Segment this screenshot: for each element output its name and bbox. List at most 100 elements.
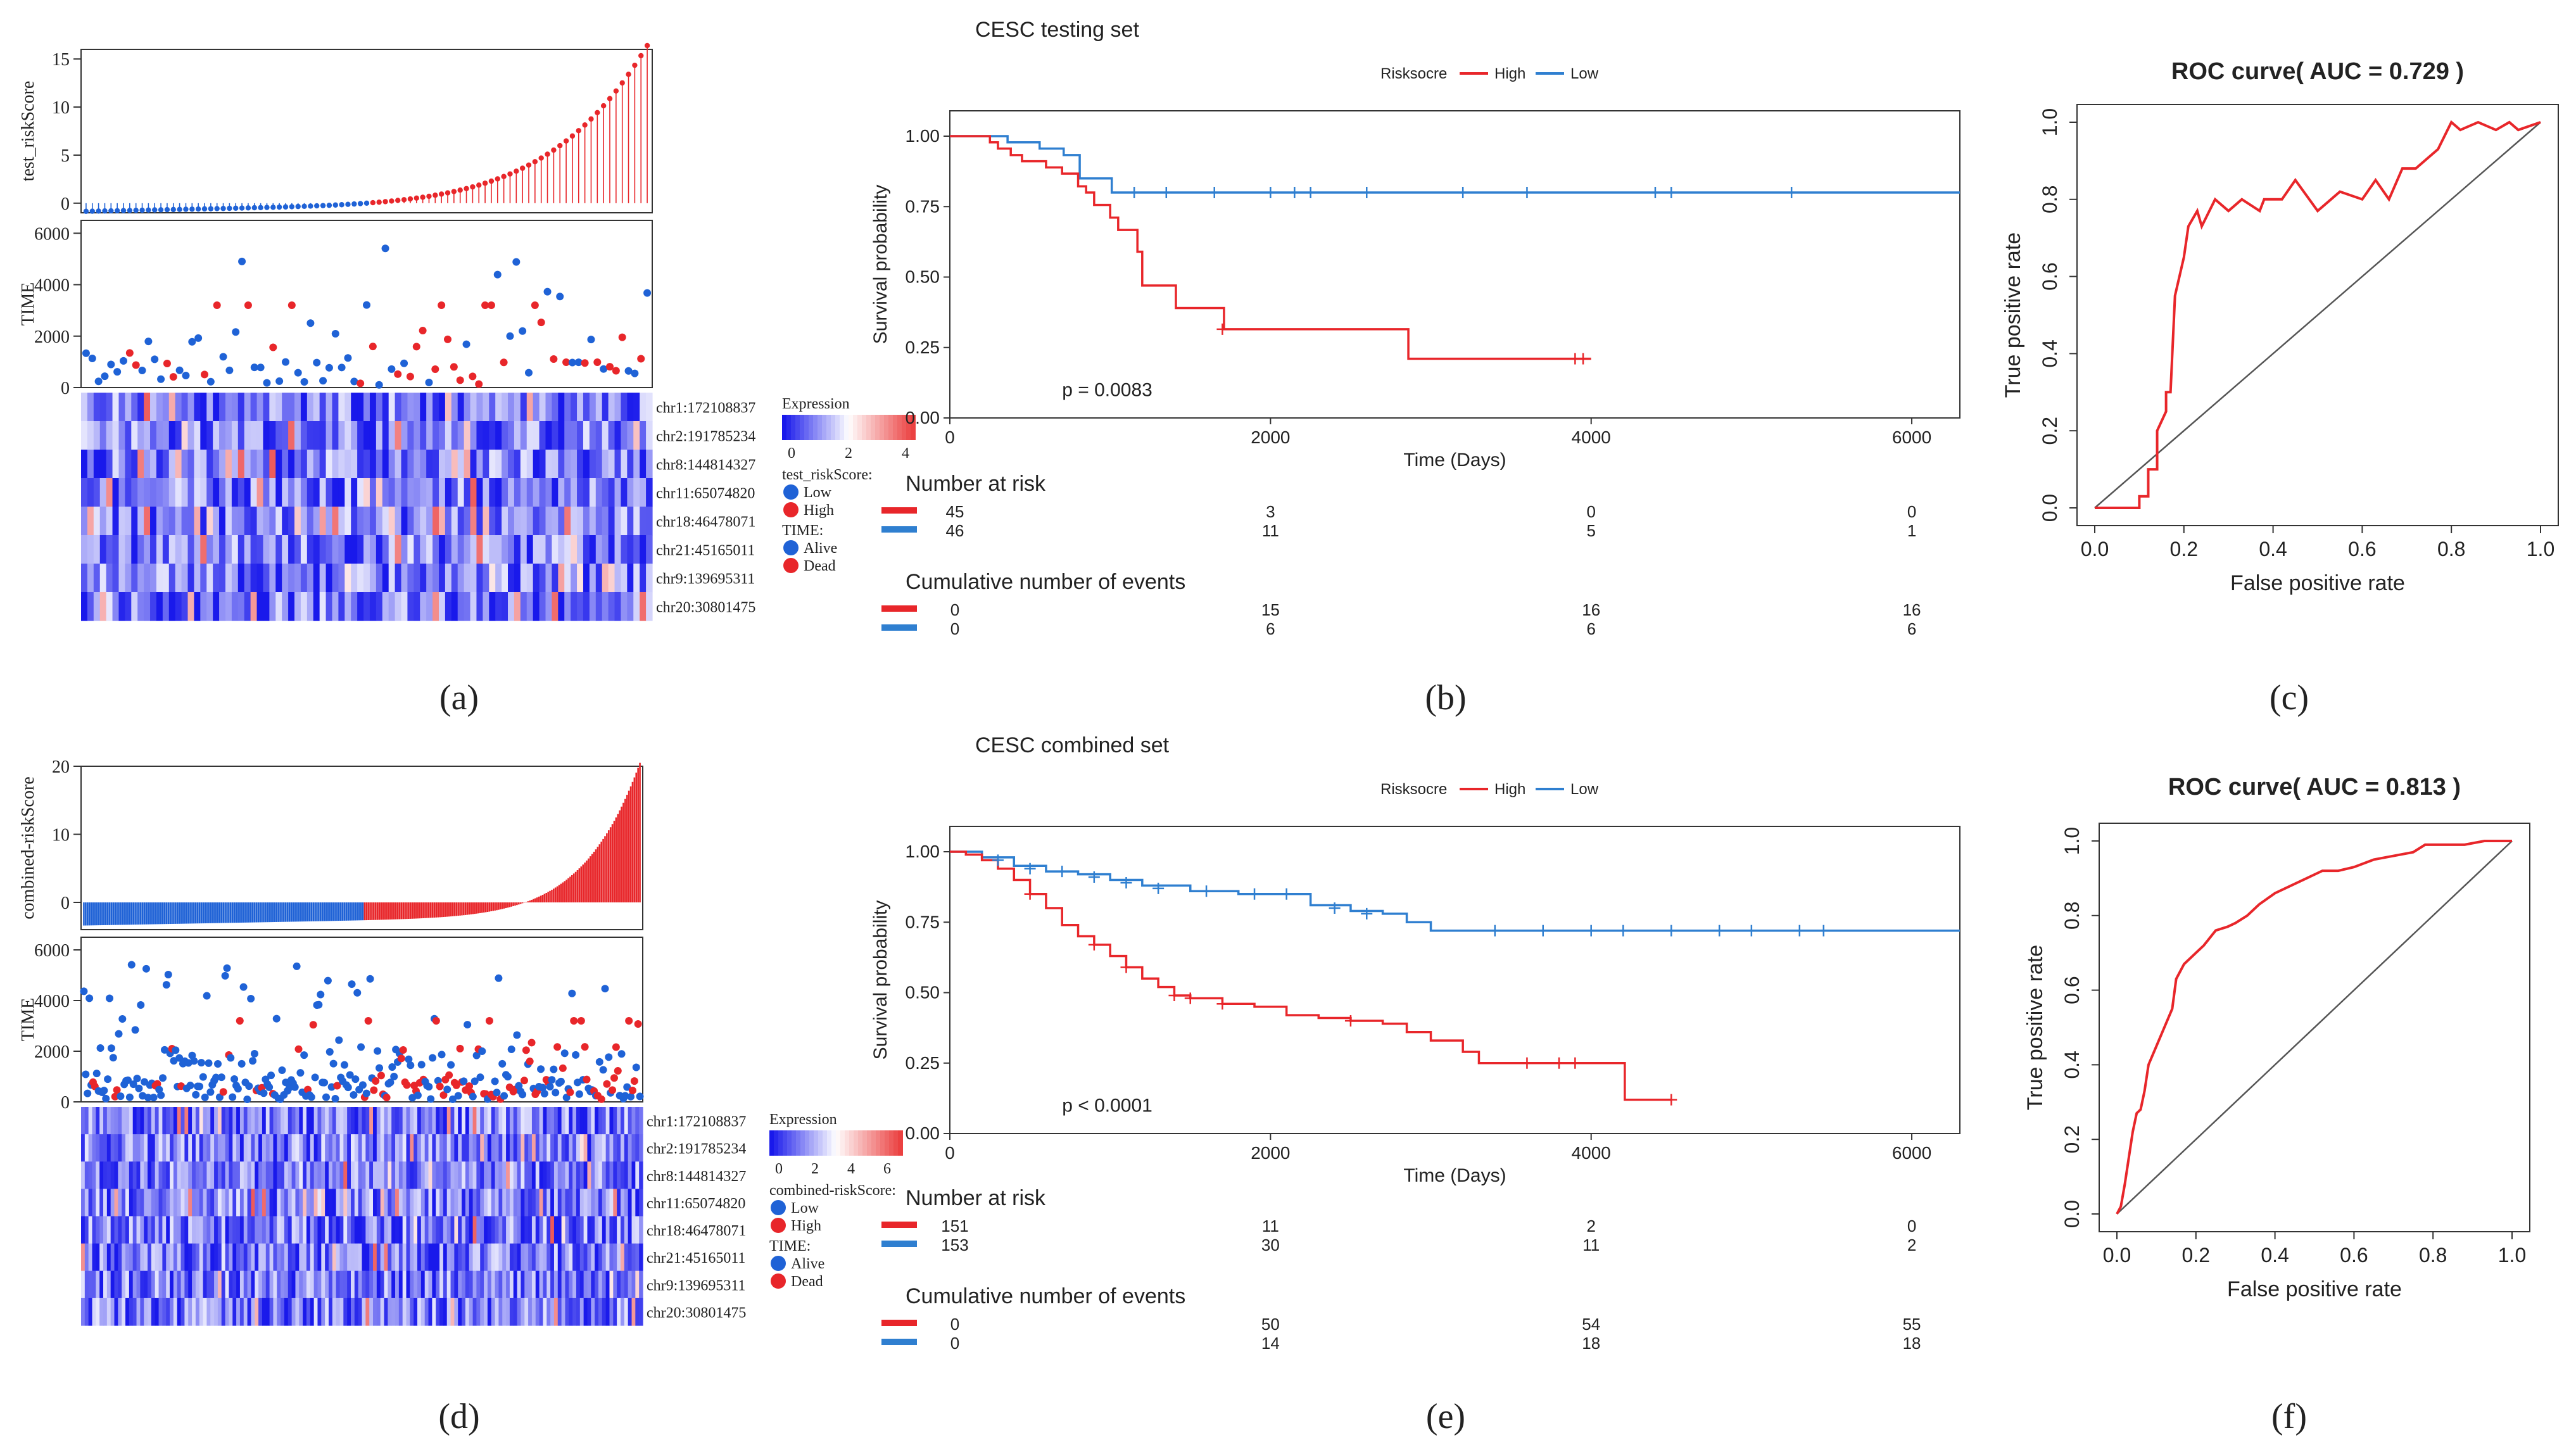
heatmap-cell bbox=[114, 1107, 118, 1135]
heatmap-cell bbox=[402, 1189, 407, 1217]
heatmap-cell bbox=[88, 1298, 93, 1326]
heatmap-cell bbox=[646, 564, 653, 593]
heatmap-cell bbox=[553, 1298, 559, 1326]
heatmap-cell bbox=[125, 564, 132, 593]
heatmap-cell bbox=[150, 393, 157, 422]
heatmap-cell bbox=[195, 1161, 200, 1189]
heatmap-cell bbox=[232, 1189, 237, 1217]
heatmap-cell bbox=[476, 535, 483, 564]
heatmap-cell bbox=[628, 1298, 633, 1326]
heatmap-cell bbox=[483, 421, 489, 450]
gene-label: chr11:65074820 bbox=[656, 486, 755, 502]
km-censor-low bbox=[1714, 925, 1726, 937]
heatmap-cell bbox=[579, 1298, 584, 1326]
heatmap-cell bbox=[384, 1270, 388, 1299]
heatmap-cell bbox=[256, 450, 264, 479]
heatmap-cell bbox=[639, 1189, 643, 1217]
time-point-alive bbox=[623, 1083, 631, 1091]
heatmap-cell bbox=[144, 421, 151, 450]
heatmap-cell bbox=[571, 478, 578, 507]
risk-table-high-value: 0 bbox=[1586, 502, 1595, 521]
heatmap-cell bbox=[131, 535, 138, 564]
heatmap-cell bbox=[572, 1107, 577, 1135]
heatmap-cell bbox=[325, 1161, 329, 1189]
heatmap-cell bbox=[140, 1189, 144, 1217]
heatmap-cell bbox=[382, 592, 389, 621]
heatmap-cell bbox=[110, 1189, 115, 1217]
heatmap-cell bbox=[321, 1243, 325, 1272]
heatmap-cell bbox=[336, 1189, 341, 1217]
heatmap-cell bbox=[118, 478, 125, 507]
heatmap-cell bbox=[92, 1243, 96, 1272]
heatmap-cell bbox=[438, 450, 446, 479]
time-point-alive bbox=[107, 1044, 115, 1052]
risk-panel-a: 051015test_riskScore0200040006000TIMEchr… bbox=[18, 42, 916, 621]
heatmap-cell bbox=[344, 478, 351, 507]
heatmap-cell bbox=[480, 1161, 484, 1189]
heatmap-cell bbox=[288, 450, 295, 479]
heatmap-cell bbox=[487, 1298, 492, 1326]
expression-gradient-segment bbox=[783, 1130, 788, 1156]
heatmap-cell bbox=[491, 1270, 496, 1299]
panel-label-c: (c) bbox=[2270, 678, 2309, 717]
heatmap-cell bbox=[476, 1107, 481, 1135]
heatmap-cell bbox=[156, 450, 163, 479]
risk-table-low-value: 1 bbox=[1907, 521, 1916, 540]
heatmap-cell bbox=[561, 1243, 566, 1272]
heatmap-cell bbox=[420, 592, 427, 621]
heatmap-cell bbox=[446, 1189, 451, 1217]
heatmap-cell bbox=[577, 393, 584, 422]
time-point-alive bbox=[96, 1044, 104, 1052]
heatmap-cell bbox=[200, 393, 207, 422]
time-point-alive bbox=[599, 1066, 607, 1074]
time-point-alive bbox=[144, 1094, 152, 1102]
heatmap-cell bbox=[454, 1243, 458, 1272]
heatmap-cell bbox=[332, 1270, 337, 1299]
heatmap-cell bbox=[417, 1107, 422, 1135]
heatmap-cell bbox=[406, 1134, 410, 1162]
heatmap-cell bbox=[96, 1189, 100, 1217]
heatmap-cell bbox=[577, 478, 584, 507]
heatmap-cell bbox=[406, 1189, 410, 1217]
heatmap-cell bbox=[621, 421, 628, 450]
heatmap-cell bbox=[365, 1243, 370, 1272]
time-point-alive bbox=[388, 1063, 396, 1071]
heatmap-cell bbox=[545, 564, 553, 593]
heatmap-cell bbox=[155, 1298, 160, 1326]
heatmap-cell bbox=[295, 1270, 300, 1299]
heatmap-cell bbox=[495, 507, 502, 536]
heatmap-cell bbox=[181, 507, 189, 536]
heatmap-cell bbox=[144, 1189, 148, 1217]
expression-legend-title: Expression bbox=[769, 1111, 837, 1128]
heatmap-cell bbox=[402, 1270, 407, 1299]
heatmap-cell bbox=[300, 393, 308, 422]
heatmap-cell bbox=[443, 1298, 448, 1326]
heatmap-cell bbox=[321, 1107, 325, 1135]
heatmap-cell bbox=[454, 1270, 458, 1299]
score-point bbox=[177, 206, 182, 212]
heatmap-cell bbox=[206, 564, 213, 593]
time-point-alive bbox=[157, 375, 165, 383]
expression-gradient-segment bbox=[809, 415, 814, 440]
heatmap-cell bbox=[151, 1216, 156, 1244]
heatmap-cell bbox=[502, 1161, 507, 1189]
heatmap-cell bbox=[545, 478, 553, 507]
heatmap-cell bbox=[428, 1134, 432, 1162]
heatmap-cell bbox=[646, 421, 653, 450]
heatmap-cell bbox=[306, 1243, 311, 1272]
heatmap-cell bbox=[269, 1298, 274, 1326]
heatmap-cell bbox=[321, 1298, 325, 1326]
heatmap-cell bbox=[250, 535, 258, 564]
heatmap-cell bbox=[476, 1161, 481, 1189]
heatmap-cell bbox=[325, 1298, 329, 1326]
heatmap-cell bbox=[591, 1216, 595, 1244]
time-point-dead bbox=[369, 343, 377, 351]
heatmap-cell bbox=[576, 1189, 581, 1217]
time-point-alive bbox=[512, 258, 521, 266]
score-point bbox=[170, 206, 176, 213]
heatmap-cell bbox=[424, 1107, 429, 1135]
heatmap-cell bbox=[543, 1216, 547, 1244]
expression-gradient-segment bbox=[889, 1130, 894, 1156]
heatmap-cell bbox=[521, 1298, 525, 1326]
heatmap-cell bbox=[294, 592, 301, 621]
